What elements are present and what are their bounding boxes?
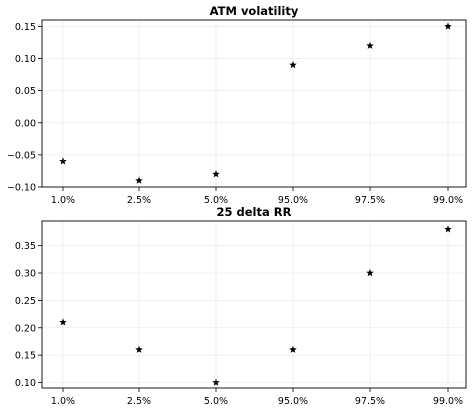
- data-point-star: [289, 60, 297, 69]
- y-tick-label: 0.15: [15, 22, 36, 33]
- y-tick-label: 0.35: [15, 241, 36, 252]
- chart-title: ATM volatility: [210, 4, 299, 18]
- axes-frame: [41, 220, 467, 389]
- subplot-2: 25 delta RR 0.10 0.15 0.20 0.25 0.30 0.35 1.0% 2…: [15, 205, 467, 407]
- x-tick-label: 95.0%: [278, 195, 308, 206]
- data-point-star: [444, 22, 452, 30]
- x-tick-label: 2.5%: [127, 195, 151, 206]
- data-point-star: [366, 269, 374, 277]
- y-tick-label: 0.25: [15, 296, 36, 307]
- data-point-star: [135, 176, 143, 184]
- data-point-star: [212, 378, 220, 386]
- data-point-star: [135, 345, 143, 353]
- data-point-star: [59, 318, 67, 326]
- x-tick-label: 99.0%: [433, 195, 463, 206]
- y-tick-label: 0.00: [15, 118, 36, 129]
- chart-title: 25 delta RR: [217, 205, 292, 219]
- subplot-1: ATM volatility −0.10 −0.05 0.00 0.05 0.10 0.15…: [7, 4, 467, 206]
- x-tick-label: 1.0%: [51, 195, 75, 206]
- x-tick-label: 97.5%: [355, 396, 385, 407]
- y-tick-label: 0.15: [15, 351, 36, 362]
- axes-frame: [41, 19, 467, 188]
- x-tick-label: 97.5%: [355, 195, 385, 206]
- data-point-star: [289, 345, 297, 353]
- y-tick-label: 0.30: [15, 269, 36, 280]
- y-tick-label: −0.05: [7, 150, 36, 161]
- data-point-star: [59, 157, 67, 165]
- x-tick-label: 5.0%: [204, 396, 228, 407]
- x-tick-label: 99.0%: [433, 396, 463, 407]
- data-point-star: [212, 170, 220, 178]
- x-tick-label: 5.0%: [204, 195, 228, 206]
- data-point-star: [366, 41, 374, 49]
- x-tick-label: 95.0%: [278, 396, 308, 407]
- y-tick-label: 0.10: [15, 54, 36, 65]
- x-tick-label: 2.5%: [127, 396, 151, 407]
- x-tick-label: 1.0%: [51, 396, 75, 407]
- data-point-star: [444, 225, 452, 233]
- y-tick-label: 0.10: [15, 378, 36, 389]
- y-tick-label: 0.05: [15, 86, 36, 97]
- y-tick-label: 0.20: [15, 323, 36, 334]
- y-tick-label: −0.10: [7, 183, 36, 194]
